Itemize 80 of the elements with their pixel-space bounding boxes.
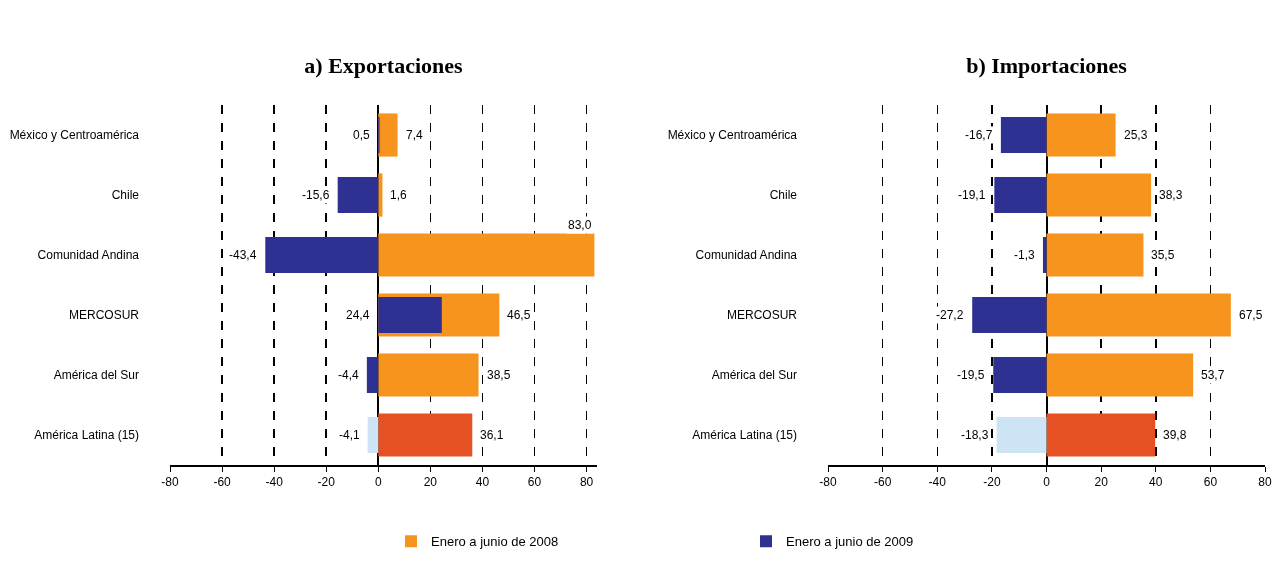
x-tick-label: -60 — [873, 475, 892, 490]
data-label: 25,3 — [1124, 128, 1148, 142]
y-tick-label: América del Sur — [53, 368, 139, 383]
data-label: 35,5 — [1151, 248, 1175, 262]
y-tick-label: Chile — [769, 188, 798, 203]
x-tick-label: 20 — [1094, 475, 1109, 490]
bar — [1042, 237, 1047, 273]
bar — [378, 413, 473, 457]
x-tick-label: 0 — [1043, 475, 1051, 490]
x-tick-label: -20 — [317, 475, 336, 490]
x-tick-label: 20 — [423, 475, 438, 490]
bar — [378, 297, 442, 333]
legend-label: Enero a junio de 2008 — [431, 534, 559, 550]
data-label: 53,7 — [1201, 368, 1225, 382]
data-label: 24,4 — [346, 308, 370, 322]
chart-title: b) Importaciones — [966, 53, 1128, 79]
data-label: -27,2 — [936, 308, 964, 322]
data-label: -4,4 — [338, 368, 359, 382]
bar — [1046, 113, 1116, 157]
data-label: 38,5 — [487, 368, 511, 382]
x-tick-label: 40 — [1149, 475, 1163, 490]
y-tick-label: Comunidad Andina — [695, 248, 798, 263]
x-tick-label: -40 — [265, 475, 284, 490]
data-label: 39,8 — [1163, 428, 1187, 442]
bar — [337, 177, 379, 213]
data-label: 83,0 — [568, 218, 592, 232]
y-tick-label: América Latina (15) — [34, 428, 139, 443]
x-tick-label: 60 — [1203, 475, 1218, 490]
y-tick-label: México y Centroamérica — [667, 128, 798, 143]
data-label: 1,6 — [390, 188, 408, 202]
data-label: -1,3 — [1014, 248, 1035, 262]
bar — [996, 417, 1047, 453]
bar — [378, 233, 595, 277]
data-label: -19,1 — [958, 188, 986, 202]
y-tick-label: México y Centroamérica — [9, 128, 140, 143]
bar — [1046, 353, 1194, 397]
bar — [1046, 413, 1156, 457]
bar — [366, 357, 379, 393]
bar — [1046, 173, 1152, 217]
x-tick-label: 80 — [1258, 475, 1272, 490]
bar — [993, 357, 1047, 393]
x-tick-label: 0 — [374, 475, 382, 490]
data-label: -4,1 — [339, 428, 360, 442]
bar — [378, 353, 479, 397]
data-label: 0,5 — [353, 128, 371, 142]
data-label: -18,3 — [961, 428, 989, 442]
x-tick-label: -40 — [928, 475, 947, 490]
y-tick-label: América del Sur — [711, 368, 797, 383]
chart-title: a) Exportaciones — [304, 53, 464, 79]
y-tick-label: Comunidad Andina — [37, 248, 140, 263]
bar — [1046, 293, 1231, 337]
data-label: 46,5 — [507, 308, 531, 322]
data-label: 38,3 — [1159, 188, 1183, 202]
data-label: -43,4 — [229, 248, 257, 262]
x-tick-label: -80 — [161, 475, 179, 490]
data-label: -15,6 — [302, 188, 330, 202]
y-tick-label: América Latina (15) — [692, 428, 797, 443]
data-label: 36,1 — [480, 428, 504, 442]
data-label: -16,7 — [965, 128, 993, 142]
x-tick-label: -80 — [819, 475, 837, 490]
bar — [265, 237, 379, 273]
data-label: 7,4 — [406, 128, 424, 142]
x-tick-label: 60 — [527, 475, 542, 490]
bar — [1000, 117, 1047, 153]
y-tick-label: Chile — [111, 188, 140, 203]
x-tick-label: -60 — [213, 475, 232, 490]
data-label: -19,5 — [957, 368, 985, 382]
x-tick-label: 40 — [475, 475, 490, 490]
y-tick-label: MERCOSUR — [68, 308, 140, 323]
bar — [972, 297, 1047, 333]
bar — [1046, 233, 1144, 277]
x-tick-label: 80 — [579, 475, 594, 490]
bar — [367, 417, 379, 453]
data-label: 67,5 — [1239, 308, 1263, 322]
bar — [994, 177, 1047, 213]
bar — [378, 113, 398, 157]
bar — [378, 173, 383, 217]
legend-label: Enero a junio de 2009 — [786, 534, 914, 550]
x-tick-label: -20 — [983, 475, 1001, 490]
y-tick-label: MERCOSUR — [726, 308, 798, 323]
